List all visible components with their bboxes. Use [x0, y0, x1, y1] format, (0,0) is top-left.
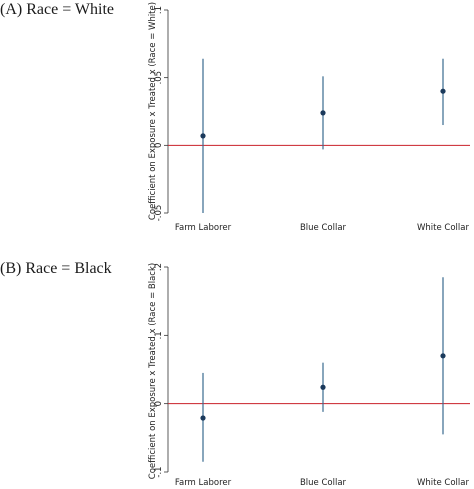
panel-b-marks	[168, 277, 470, 462]
panel-b-y-tick-label: -.1	[154, 466, 164, 477]
panel-b-category-label: Farm Laborer	[175, 478, 232, 488]
panel-a-category-label: Farm Laborer	[175, 223, 232, 233]
panel-a-point-estimate	[320, 110, 326, 116]
panel-a-y-tick-label: .1	[154, 6, 164, 14]
panel-a-y-axis-label: Coefficient on Exposure x Treated x (Rac…	[148, 2, 158, 220]
panel-b-point-estimate	[440, 353, 446, 359]
panel-b-y-axis-label: Coefficient on Exposure x Treated x (Rac…	[148, 263, 158, 479]
panel-b: (B) Race = Black Coefficient on Exposure…	[0, 260, 470, 488]
panel-a-y-tick-label: -.05	[154, 205, 164, 222]
panel-b-category-label: White Collar	[417, 478, 469, 488]
panel-b-point-estimate	[200, 415, 206, 421]
panel-b-title: (B) Race = Black	[0, 260, 112, 277]
panel-a-y-tick-label: 0	[154, 143, 164, 148]
panel-a: (A) Race = White Coefficient on Exposure…	[0, 1, 470, 233]
panel-b-category-label: Blue Collar	[300, 478, 347, 488]
panel-a-category-label: Blue Collar	[300, 223, 347, 233]
panel-a-point-estimate	[440, 88, 446, 94]
panel-b-y-tick-label: .1	[154, 331, 164, 339]
panel-a-marks	[168, 58, 470, 213]
panel-a-category-label: White Collar	[417, 223, 469, 233]
panel-b-y-tick-label: 0	[154, 401, 164, 406]
panel-a-y-ticks: -.05 0 .05 .1	[154, 6, 169, 222]
panel-b-x-categories: Farm Laborer Blue Collar White Collar	[175, 478, 470, 488]
panel-a-title: (A) Race = White	[0, 1, 114, 18]
panel-a-y-tick-label: .05	[154, 71, 164, 85]
panel-a-x-categories: Farm Laborer Blue Collar White Collar	[175, 223, 470, 233]
panel-b-y-tick-label: .2	[154, 263, 164, 271]
panel-a-point-estimate	[200, 133, 206, 139]
panel-b-point-estimate	[320, 384, 326, 390]
panel-b-y-ticks: -.1 0 .1 .2	[154, 263, 169, 478]
